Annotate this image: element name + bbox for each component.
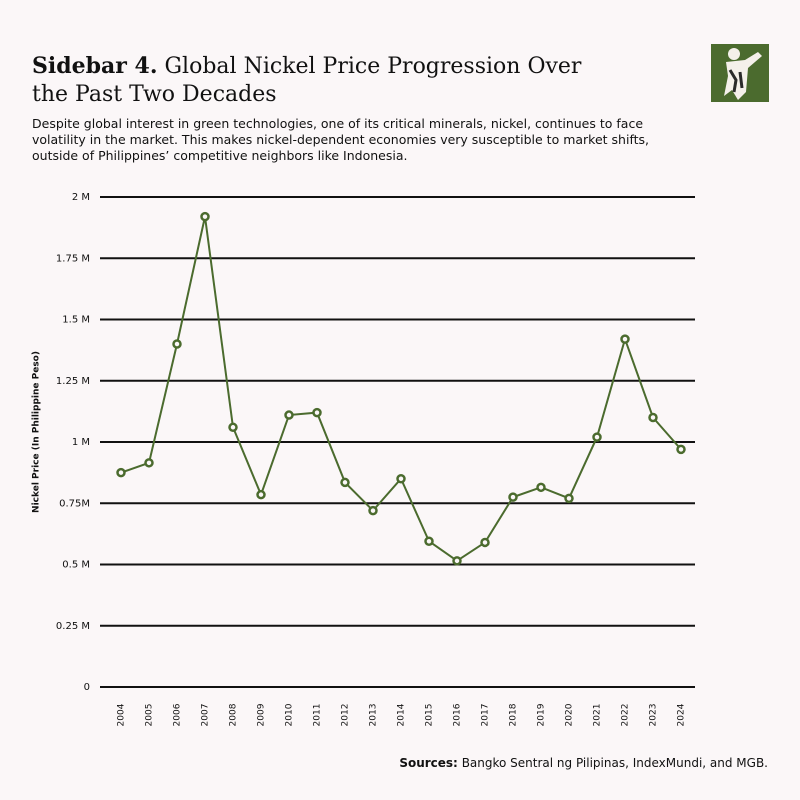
- data-point: [564, 493, 574, 504]
- x-tick-label: 2011: [313, 704, 323, 727]
- data-point: [172, 339, 182, 349]
- y-tick-label: 1 M: [72, 437, 90, 448]
- logo: [711, 44, 769, 102]
- data-point: [144, 458, 154, 468]
- data-point: [340, 477, 350, 488]
- y-tick-label: 1.75 M: [56, 253, 90, 264]
- y-tick-label: 1.25 M: [56, 376, 90, 387]
- data-point: [480, 537, 490, 548]
- x-tick-label: 2012: [341, 704, 351, 727]
- x-tick-label: 2015: [425, 704, 435, 727]
- data-point: [284, 410, 294, 420]
- y-tick-label: 0.75M: [59, 498, 90, 509]
- y-tick-label: 0.5 M: [62, 560, 90, 571]
- source-text: Bangko Sentral ng Pilipinas, IndexMundi,…: [461, 756, 768, 770]
- y-tick-label: 0: [84, 682, 90, 693]
- data-point: [228, 422, 238, 433]
- data-point: [368, 505, 378, 516]
- data-point: [200, 211, 210, 222]
- x-tick-label: 2004: [117, 703, 127, 726]
- data-point: [620, 334, 630, 344]
- x-tick-label: 2008: [229, 703, 239, 726]
- source: Sources: Bangko Sentral ng Pilipinas, In…: [399, 756, 768, 770]
- x-tick-label: 2019: [537, 703, 547, 726]
- x-tick-label: 2020: [565, 703, 575, 726]
- subtitle: Despite global interest in green technol…: [32, 116, 650, 163]
- x-tick-label: 2007: [201, 704, 211, 727]
- data-point: [396, 474, 406, 484]
- y-tick-label: 1.5 M: [62, 315, 90, 326]
- y-tick-label: 0.25 M: [56, 621, 90, 632]
- y-tick-label: 2 M: [72, 192, 90, 203]
- data-point: [116, 467, 126, 478]
- data-point: [312, 407, 322, 418]
- data-point: [452, 556, 462, 566]
- x-tick-label: 2021: [593, 704, 603, 727]
- title-text: Global Nickel Price Progression Over the…: [32, 54, 582, 107]
- x-tick-label: 2023: [649, 704, 659, 727]
- x-tick-label: 2010: [285, 703, 295, 726]
- data-point: [536, 482, 546, 493]
- data-point: [508, 492, 518, 502]
- x-tick-label: 2013: [369, 704, 379, 727]
- x-tick-label: 2014: [397, 703, 407, 726]
- y-axis-label: Nickel Price (In Philippine Peso): [32, 351, 42, 513]
- x-tick-label: 2018: [509, 703, 519, 726]
- x-tick-label: 2006: [173, 703, 183, 726]
- data-point: [676, 444, 686, 455]
- x-tick-label: 2017: [481, 704, 491, 727]
- source-label: Sources:: [399, 756, 458, 770]
- data-point: [256, 489, 266, 500]
- x-tick-label: 2009: [257, 703, 267, 726]
- x-tick-label: 2022: [621, 704, 631, 727]
- title-label: Sidebar 4.: [32, 53, 158, 79]
- data-point: [592, 432, 602, 442]
- x-tick-label: 2024: [677, 703, 687, 726]
- x-tick-label: 2005: [145, 704, 155, 727]
- x-tick-label: 2016: [453, 703, 463, 726]
- title: Sidebar 4. Global Nickel Price Progressi…: [32, 52, 592, 109]
- data-point: [648, 412, 658, 423]
- series-line: [120, 216, 682, 563]
- data-point: [424, 536, 434, 546]
